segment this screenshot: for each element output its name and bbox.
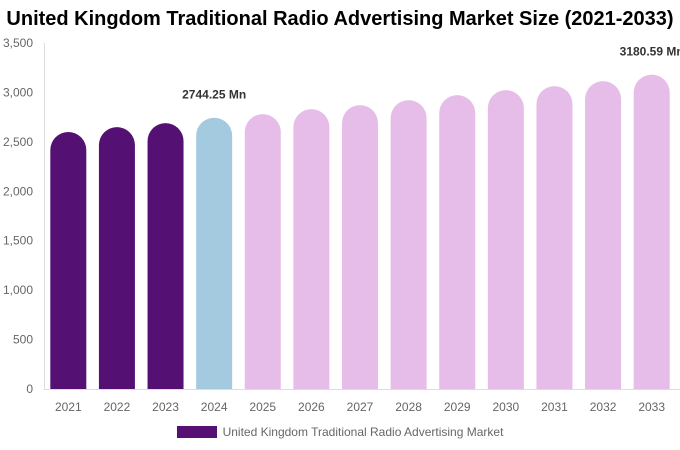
bar-2030	[487, 90, 524, 390]
legend: United Kingdom Traditional Radio Adverti…	[0, 425, 680, 439]
y-tick-label: 1,000	[3, 283, 33, 297]
x-tick-label: 2027	[347, 400, 374, 414]
x-tick-label: 2026	[298, 400, 325, 414]
bar-2021	[50, 131, 87, 389]
x-tick-label: 2028	[395, 400, 422, 414]
y-tick-label: 1,500	[3, 234, 33, 248]
x-tick-label: 2025	[249, 400, 276, 414]
x-tick-label: 2032	[590, 400, 617, 414]
x-tick-label: 2024	[201, 400, 228, 414]
x-tick-label: 2021	[55, 400, 82, 414]
data-label: 3180.59 Mn	[620, 45, 680, 59]
y-tick-label: 3,500	[3, 36, 33, 50]
bar-2025	[244, 114, 281, 389]
x-tick-label: 2029	[444, 400, 471, 414]
x-tick-label: 2033	[638, 400, 665, 414]
bar-2027	[342, 105, 378, 390]
y-tick-label: 3,000	[3, 85, 33, 99]
bar-2033	[633, 74, 670, 389]
legend-label: United Kingdom Traditional Radio Adverti…	[222, 425, 504, 439]
data-label: 2744.25 Mn	[182, 88, 246, 102]
bar-2028	[390, 100, 427, 389]
y-tick-label: 500	[13, 333, 33, 347]
bar-2032	[585, 81, 622, 389]
bar-2024	[196, 117, 233, 389]
bar-2031	[536, 86, 573, 389]
bar-2026	[293, 109, 330, 389]
bar-2029	[439, 95, 476, 389]
x-tick-label: 2022	[104, 400, 131, 414]
x-tick-label: 2030	[492, 400, 519, 414]
x-tick-label: 2023	[152, 400, 179, 414]
bar-2022	[98, 127, 135, 390]
y-tick-label: 2,000	[3, 184, 33, 198]
x-tick-label: 2031	[541, 400, 568, 414]
y-tick-label: 0	[26, 382, 33, 396]
chart-title: United Kingdom Traditional Radio Adverti…	[6, 8, 674, 30]
legend-swatch	[176, 426, 217, 438]
bar-2023	[147, 123, 184, 389]
y-tick-label: 2,500	[3, 135, 33, 149]
